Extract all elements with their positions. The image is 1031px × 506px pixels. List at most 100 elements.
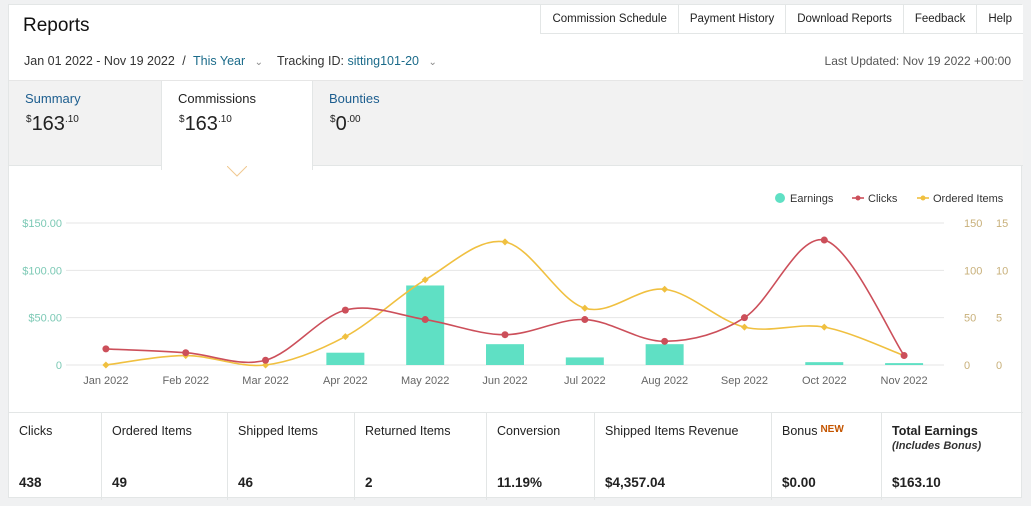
tab-label: Commissions (178, 91, 257, 106)
tab-summary[interactable]: Summary $163.10 (9, 81, 161, 166)
clicks-point (820, 236, 828, 244)
stat-value: 11.19% (497, 475, 543, 490)
earnings-bar (406, 285, 445, 365)
stat-bonus: Bonus NEW $0.00 (772, 413, 882, 500)
chevron-down-icon: ⌄ (254, 57, 264, 68)
stat-ordered-items: Ordered Items 49 (102, 413, 228, 500)
y-right2-tick-label: 5 (996, 313, 1002, 325)
y-right2-tick-label: 10 (996, 265, 1008, 277)
y-right1-tick-label: 150 (964, 218, 982, 230)
clicks-point (581, 316, 589, 324)
legend-label: Earnings (790, 193, 834, 205)
clicks-point (740, 314, 748, 322)
clicks-point (900, 352, 908, 360)
ordered-items-point (820, 323, 828, 331)
y-left-tick-label: $100.00 (22, 265, 62, 277)
report-header: Reports Commission Schedule Payment Hist… (9, 5, 1023, 81)
stat-label: Conversion (497, 424, 561, 438)
tracking-id-dropdown[interactable]: Tracking ID: sitting101-20 ⌄ (277, 54, 439, 68)
payment-history-link[interactable]: Payment History (677, 5, 786, 34)
stat-label: Clicks (19, 424, 53, 438)
tab-amount: $0.00 (330, 113, 361, 135)
earnings-bar (565, 357, 604, 365)
earnings-bar (805, 362, 844, 365)
x-tick-label: Jan 2022 (83, 375, 128, 387)
commission-schedule-link[interactable]: Commission Schedule (540, 5, 678, 34)
ordered-items-point (581, 304, 589, 312)
clicks-line (105, 239, 905, 364)
x-tick-label: Sep 2022 (721, 375, 768, 387)
earnings-bar (885, 363, 924, 365)
reports-panel: Reports Commission Schedule Payment Hist… (8, 4, 1023, 500)
x-tick-label: May 2022 (401, 375, 449, 387)
clicks-point (262, 356, 270, 364)
feedback-link[interactable]: Feedback (902, 5, 977, 34)
clicks-point (182, 349, 190, 357)
ordered-items-point (102, 361, 110, 369)
legend-point-marker (920, 195, 926, 201)
stat-label: Bonus NEW (782, 424, 844, 438)
date-separator: / (182, 54, 186, 68)
x-tick-label: Apr 2022 (323, 375, 368, 387)
y-left-tick-label: $150.00 (22, 218, 62, 230)
x-tick-label: Oct 2022 (802, 375, 847, 387)
tab-amount: $163.10 (26, 113, 79, 135)
date-range-text: Jan 01 2022 - Nov 19 2022 (24, 54, 175, 68)
stat-label: Ordered Items (112, 424, 192, 438)
ordered-items-point (501, 238, 509, 246)
ordered-items-point (661, 285, 669, 293)
stat-value: 46 (238, 475, 254, 490)
stat-label: Shipped Items Revenue (605, 424, 739, 438)
period-text: This Year (193, 54, 246, 68)
stat-value: 438 (19, 475, 42, 490)
legend-label: Clicks (868, 193, 898, 205)
stat-total-earnings: Total Earnings (Includes Bonus) $163.10 (882, 413, 1023, 500)
ordered-items-point (421, 276, 429, 284)
y-right1-tick-label: 50 (964, 313, 976, 325)
last-updated: Last Updated: Nov 19 2022 +00:00 (824, 54, 1011, 68)
earnings-bar (326, 352, 365, 365)
commissions-chart: 0 0 0 $50.00 50 5 $100.00 100 10 $150.00 150 15 Jan … (22, 193, 1008, 387)
legend-label: Ordered Items (933, 193, 1004, 205)
clicks-point (421, 316, 429, 324)
download-reports-link[interactable]: Download Reports (785, 5, 903, 34)
date-range-dropdown[interactable]: Jan 01 2022 - Nov 19 2022 / This Year ⌄ (24, 54, 265, 68)
x-tick-label: Jul 2022 (564, 375, 606, 387)
y-right1-tick-label: 0 (964, 360, 970, 372)
clicks-point (341, 306, 349, 314)
tab-label: Summary (25, 91, 81, 106)
stat-value: 49 (112, 475, 128, 490)
stat-returned-items: Returned Items 2 (355, 413, 487, 500)
legend-point-marker (855, 195, 861, 201)
tracking-id-value: sitting101-20 (347, 54, 420, 68)
x-tick-label: Mar 2022 (242, 375, 288, 387)
stat-shipped-revenue: Shipped Items Revenue $4,357.04 (595, 413, 772, 500)
earnings-bar (645, 344, 684, 365)
y-left-tick-label: 0 (56, 360, 62, 372)
earnings-bar (486, 344, 524, 365)
ordered-items-point (341, 333, 349, 341)
stat-clicks: Clicks 438 (9, 413, 102, 500)
y-right1-tick-label: 100 (964, 265, 982, 277)
y-right2-tick-label: 15 (996, 218, 1008, 230)
clicks-point (501, 331, 509, 339)
y-left-tick-label: $50.00 (28, 313, 62, 325)
tab-bounties[interactable]: Bounties $0.00 (313, 81, 465, 166)
clicks-point (661, 337, 669, 345)
stat-value: 2 (365, 475, 373, 490)
x-tick-label: Feb 2022 (162, 375, 208, 387)
stat-value: $0.00 (782, 475, 816, 490)
stat-conversion: Conversion 11.19% (487, 413, 595, 500)
x-tick-label: Jun 2022 (482, 375, 527, 387)
tab-commissions[interactable]: Commissions $163.10 (161, 81, 313, 170)
report-filters: Jan 01 2022 - Nov 19 2022 / This Year ⌄ … (24, 54, 439, 68)
stat-value: $163.10 (892, 475, 941, 490)
stat-label: Total Earnings (892, 424, 978, 438)
legend-earnings-marker (775, 193, 785, 203)
tab-label: Bounties (329, 91, 380, 106)
y-right2-tick-label: 0 (996, 360, 1002, 372)
stat-label: Returned Items (365, 424, 451, 438)
top-links: Commission Schedule Payment History Down… (540, 5, 1023, 34)
help-link[interactable]: Help (976, 5, 1023, 34)
clicks-point (102, 345, 110, 353)
